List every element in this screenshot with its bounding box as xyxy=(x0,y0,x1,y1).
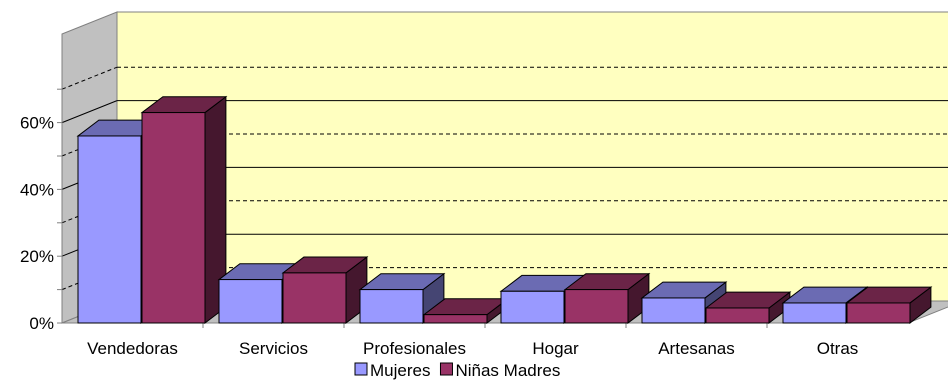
category-label: Hogar xyxy=(532,339,579,358)
category-label: Artesanas xyxy=(658,339,735,358)
y-tick-label: 20% xyxy=(20,247,54,266)
bar-front xyxy=(705,307,770,324)
y-tick-labels: 0% 20% 40% 60% xyxy=(20,114,54,333)
y-tick-label: 40% xyxy=(20,180,54,199)
legend: Mujeres Niñas Madres xyxy=(354,361,560,380)
bar-front xyxy=(846,302,911,324)
bar-front xyxy=(500,290,565,324)
bar-ni-as-madres-hogar xyxy=(563,272,651,325)
legend-swatch xyxy=(354,362,368,376)
gridline-side xyxy=(61,100,118,124)
bar-front xyxy=(77,135,142,324)
legend-swatch xyxy=(439,362,453,376)
category-label: Vendedoras xyxy=(87,339,178,358)
bar-front xyxy=(141,112,206,324)
bar-front xyxy=(359,289,424,324)
category-label: Otras xyxy=(817,339,859,358)
bar-front xyxy=(282,272,347,324)
bar-ni-as-madres-servicios xyxy=(281,256,369,325)
y-tick-label: 0% xyxy=(29,314,54,333)
bar-front xyxy=(564,289,629,324)
bar-front xyxy=(423,314,488,324)
y-tick-label: 60% xyxy=(20,114,54,133)
category-labels: Vendedoras Servicios Profesionales Hogar Art… xyxy=(87,339,858,358)
bar-ni-as-madres-vendedoras xyxy=(140,95,228,325)
bar-front xyxy=(641,297,706,324)
bar-front xyxy=(782,302,847,324)
bar-front xyxy=(218,279,283,324)
category-label: Servicios xyxy=(239,339,308,358)
legend-label: Mujeres xyxy=(370,361,430,380)
bar-mujeres-artesanas xyxy=(640,281,728,325)
bar-mujeres-profesionales xyxy=(358,272,446,325)
bars xyxy=(76,95,933,325)
bar-ni-as-madres-otras xyxy=(845,286,933,325)
category-label: Profesionales xyxy=(363,339,466,358)
back-wall xyxy=(116,11,948,302)
legend-label: Niñas Madres xyxy=(455,361,560,380)
gridline-side xyxy=(61,66,118,90)
